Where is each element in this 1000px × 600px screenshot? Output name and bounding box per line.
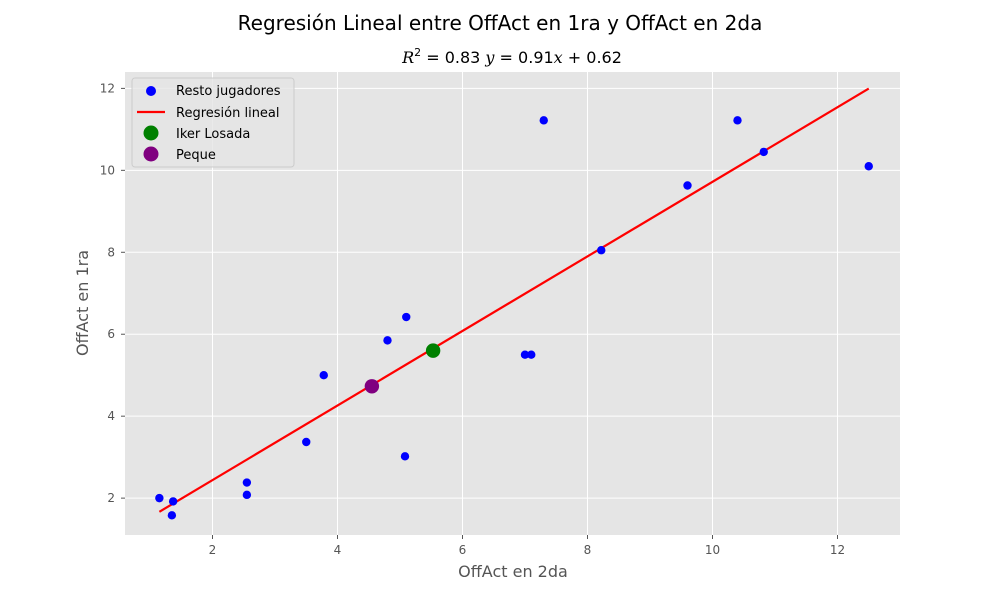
y-tick-label: 12 — [100, 81, 115, 95]
axis-ticks: 2 4 6 8 10 12 2 4 6 8 10 12 — [100, 81, 845, 557]
equation-y: y — [484, 48, 495, 67]
y-tick-label: 6 — [107, 327, 115, 341]
y-tick-label: 4 — [107, 409, 115, 423]
data-point — [864, 162, 873, 171]
legend-label-regression: Regresión lineal — [176, 106, 280, 121]
data-point — [683, 181, 692, 190]
y-tick-label: 2 — [107, 491, 115, 505]
data-point — [759, 147, 768, 157]
regression-line — [158, 87, 870, 513]
data-point — [383, 336, 392, 345]
equation-slope: = 0.91 — [494, 48, 553, 67]
data-point — [527, 350, 536, 359]
x-tick-label: 12 — [830, 543, 845, 557]
data-point — [520, 350, 530, 359]
legend-marker-peque — [143, 146, 159, 162]
highlight-point-iker-losada — [425, 343, 441, 358]
data-point — [733, 116, 742, 125]
y-tick-label: 8 — [107, 245, 115, 259]
equation-intercept: + 0.62 — [563, 48, 622, 67]
legend-marker-iker — [143, 125, 159, 141]
equation-x: x — [554, 48, 563, 67]
data-point — [167, 511, 177, 520]
highlight-point-peque — [364, 379, 380, 394]
grid-lines — [125, 72, 900, 535]
legend-marker-rest — [146, 86, 156, 96]
y-axis-label: OffAct en 1ra — [73, 250, 92, 356]
data-point — [400, 452, 410, 461]
data-point — [242, 490, 252, 500]
x-tick-label: 10 — [705, 543, 720, 557]
x-axis-label: OffAct en 2da — [458, 562, 568, 581]
legend-label-peque: Peque — [176, 148, 216, 163]
data-point — [597, 246, 606, 255]
highlight-points — [364, 343, 441, 394]
data-point — [319, 371, 328, 380]
chart-subtitle-equation: R2 = 0.83 y = 0.91x + 0.62 — [401, 46, 622, 67]
legend-label-iker: Iker Losada — [176, 127, 250, 142]
data-point — [242, 478, 252, 487]
r2-symbol: R — [401, 48, 414, 67]
data-point — [155, 493, 164, 503]
x-tick-label: 8 — [584, 543, 592, 557]
legend-label-rest: Resto jugadores — [176, 84, 281, 99]
r2-exponent: 2 — [414, 46, 421, 59]
legend: Resto jugadores Regresión lineal Iker Lo… — [131, 77, 295, 168]
data-points — [155, 116, 873, 520]
data-point — [539, 116, 548, 125]
regression-layer — [158, 87, 870, 513]
chart-title: Regresión Lineal entre OffAct en 1ra y O… — [238, 11, 763, 35]
r2-value: = 0.83 — [421, 48, 485, 67]
x-tick-label: 6 — [459, 543, 467, 557]
data-point — [168, 497, 178, 506]
data-point — [302, 437, 311, 447]
x-tick-label: 4 — [334, 543, 342, 557]
x-tick-label: 2 — [209, 543, 217, 557]
legend-box — [131, 77, 295, 168]
data-point — [402, 312, 411, 322]
y-tick-label: 10 — [100, 163, 115, 177]
